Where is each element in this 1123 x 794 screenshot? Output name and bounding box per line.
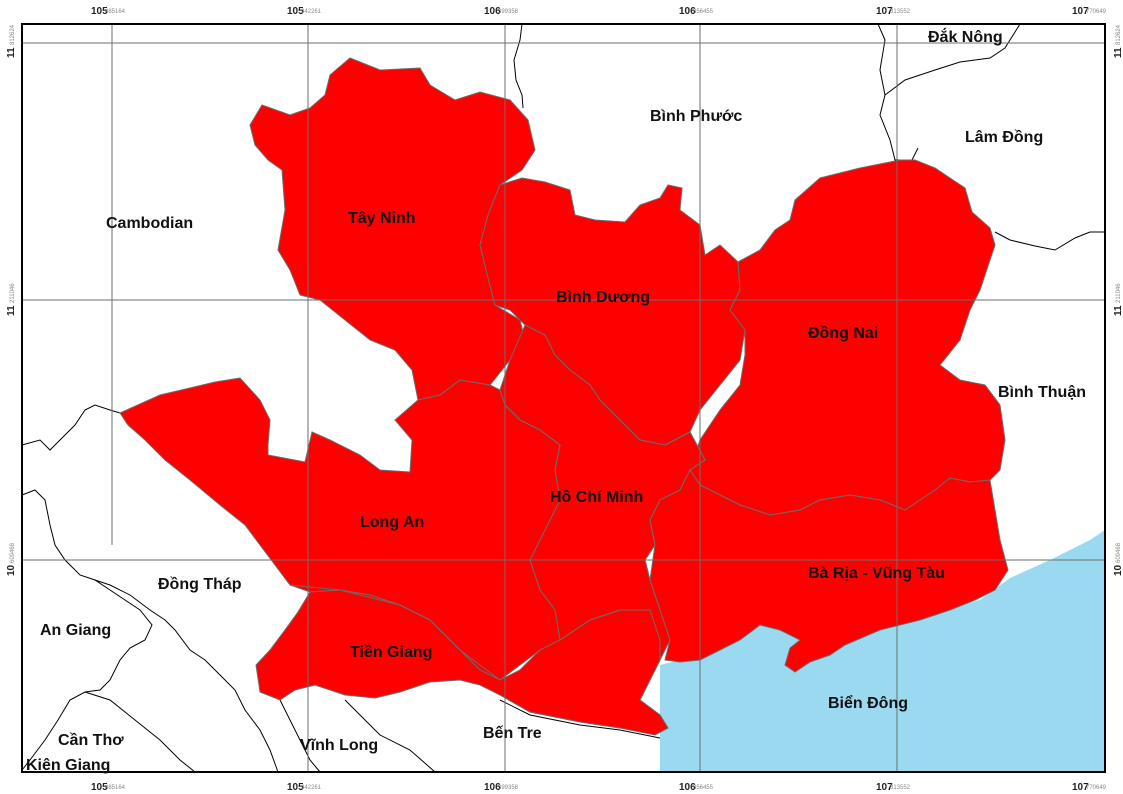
left-coord-2-sub: 211046 [10, 283, 16, 303]
province-borders [289, 404, 706, 681]
top-coordinates: 105 485164 105 942261 106 399358 106 856… [91, 6, 1107, 17]
map-frame [21, 23, 1106, 773]
top-coord-4-main: 106 [679, 6, 696, 17]
place-labels: Đắk Nông Bình Phước Lâm Đồng Cambodian T… [26, 27, 1086, 774]
right-coord-2-sub: 211046 [1116, 283, 1122, 303]
bottom-coord-6-main: 107 [1072, 782, 1089, 793]
province-ba-ria-vung-tau [649, 469, 1009, 673]
bottom-coord-2-main: 105 [287, 782, 304, 793]
left-coordinates: 11 812624 11 211046 10 609468 [6, 24, 17, 576]
label-bien-dong: Biển Đông [828, 694, 908, 712]
label-cambodian: Cambodian [106, 215, 193, 232]
right-coord-1-sub: 812624 [1116, 24, 1122, 45]
bottom-coord-5-sub: 313552 [890, 785, 911, 791]
bottom-coord-4-sub: 856455 [693, 785, 714, 791]
label-ben-tre: Bến Tre [483, 725, 542, 742]
right-coord-3-sub: 609468 [1116, 542, 1122, 563]
label-binh-duong: Bình Dương [556, 289, 650, 306]
top-coord-6-sub: 770649 [1086, 9, 1107, 15]
right-coord-3-main: 10 [1113, 564, 1123, 576]
bottom-coord-6-sub: 770649 [1086, 785, 1107, 791]
top-coord-6-main: 107 [1072, 6, 1089, 17]
label-kien-giang: Kiên Giang [26, 757, 110, 774]
left-coord-1-sub: 812624 [10, 24, 16, 45]
top-coord-1-main: 105 [91, 6, 108, 17]
label-vinh-long: Vĩnh Long [300, 737, 378, 754]
label-lam-dong: Lâm Đồng [965, 129, 1043, 146]
label-tien-giang: Tiền Giang [350, 644, 432, 661]
label-dak-nong: Đắk Nông [928, 27, 1003, 46]
label-long-an: Long An [360, 514, 424, 531]
label-tay-ninh: Tây Ninh [348, 210, 416, 227]
top-coord-3-sub: 399358 [498, 9, 519, 15]
left-coord-3-main: 10 [6, 564, 17, 576]
graticule [22, 24, 1105, 772]
left-coord-1-main: 11 [6, 47, 17, 58]
bottom-coord-1-sub: 485164 [105, 785, 126, 791]
label-ba-ria-vung-tau: Bà Rịa - Vũng Tàu [808, 565, 945, 582]
bottom-coord-3-sub: 399358 [498, 785, 519, 791]
left-coord-2-main: 11 [6, 305, 17, 316]
label-an-giang: An Giang [40, 622, 111, 639]
bottom-coord-2-sub: 942261 [301, 785, 322, 791]
label-binh-phuoc: Bình Phước [650, 108, 742, 125]
top-coord-5-main: 107 [876, 6, 893, 17]
top-coord-2-sub: 942261 [301, 9, 322, 15]
bottom-coordinates: 105 485164 105 942261 106 399358 106 856… [91, 782, 1107, 793]
label-dong-thap: Đồng Tháp [158, 576, 242, 593]
label-binh-thuan: Bình Thuận [998, 384, 1086, 401]
label-ho-chi-minh: Hồ Chí Minh [550, 489, 643, 506]
bottom-coord-1-main: 105 [91, 782, 108, 793]
label-dong-nai: Đồng Nai [808, 325, 878, 342]
right-coord-1-main: 11 [1113, 47, 1123, 58]
top-coord-4-sub: 856455 [693, 9, 714, 15]
right-coord-2-main: 11 [1113, 305, 1123, 316]
bottom-coord-3-main: 106 [484, 782, 501, 793]
label-can-tho: Cần Thơ [58, 732, 124, 749]
bottom-coord-5-main: 107 [876, 782, 893, 793]
right-coordinates: 11 812624 11 211046 10 609468 [1113, 24, 1123, 576]
top-coord-3-main: 106 [484, 6, 501, 17]
top-coord-5-sub: 313552 [890, 9, 911, 15]
province-tien-giang [255, 589, 669, 736]
top-coord-2-main: 105 [287, 6, 304, 17]
left-coord-3-sub: 609468 [10, 542, 16, 563]
highlighted-provinces [119, 57, 1009, 736]
top-coord-1-sub: 485164 [105, 9, 126, 15]
bottom-coord-4-main: 106 [679, 782, 696, 793]
